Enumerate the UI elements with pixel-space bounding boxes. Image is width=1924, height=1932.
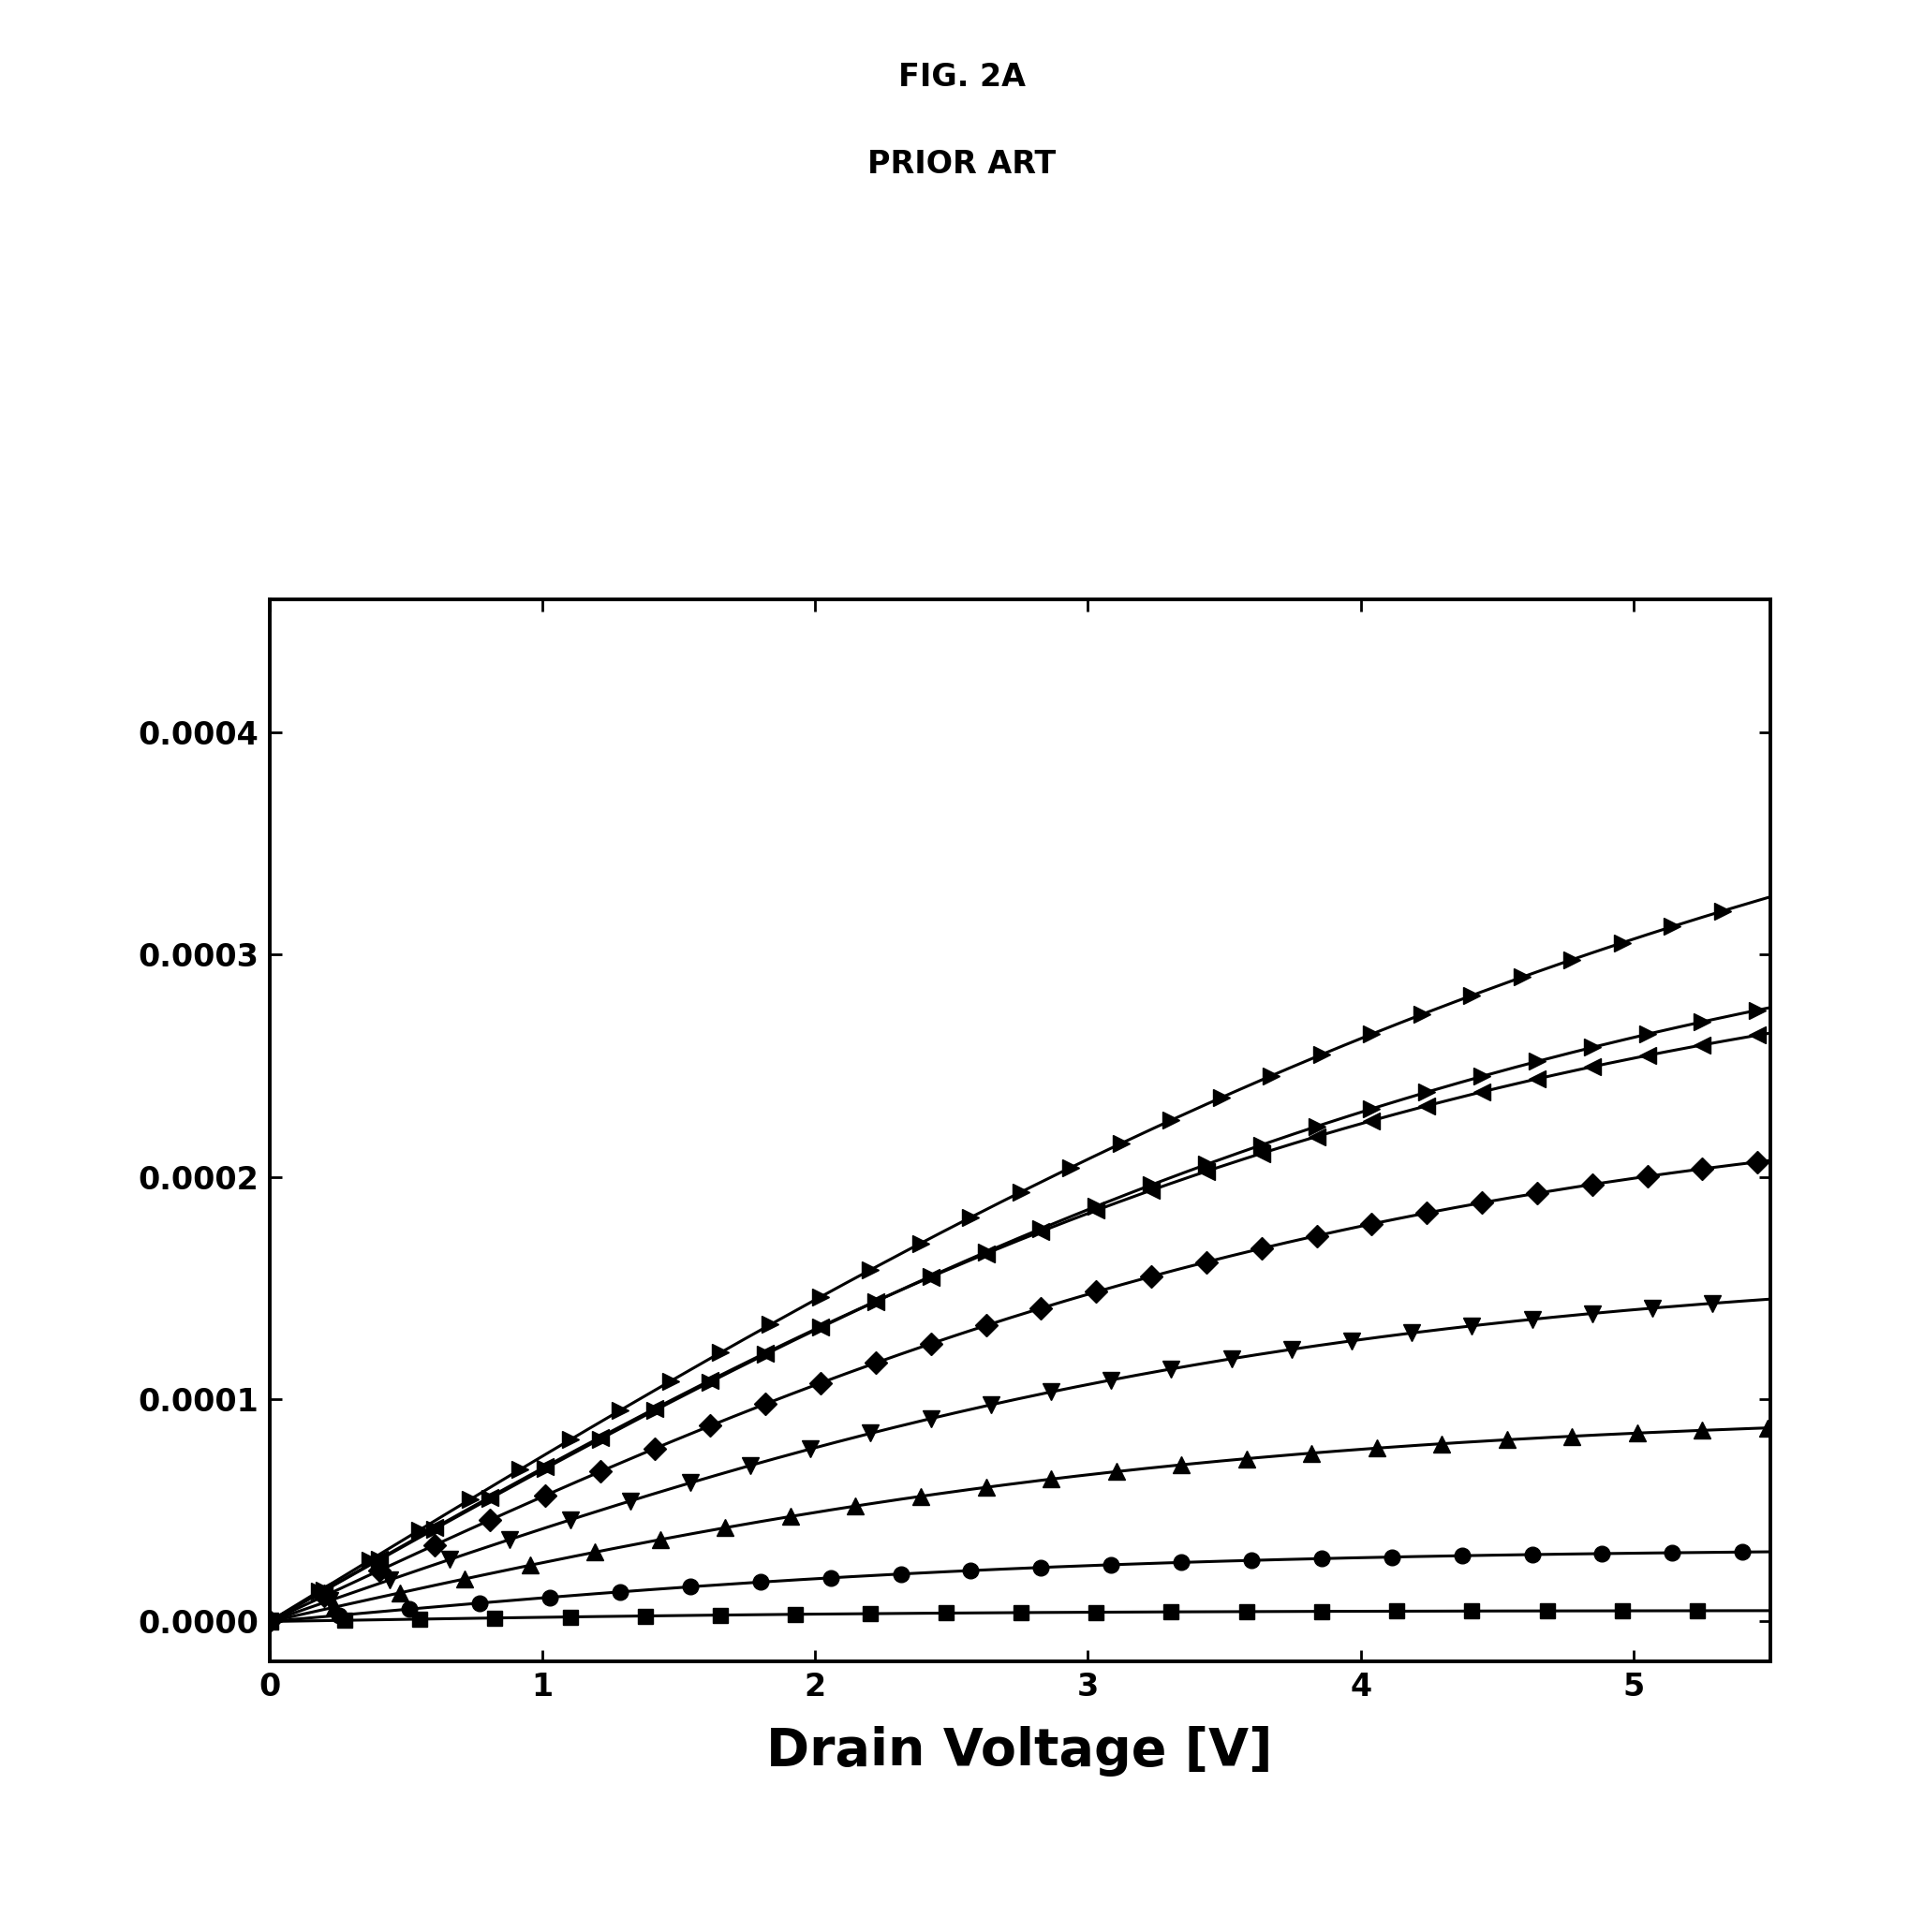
X-axis label: Drain Voltage [V]: Drain Voltage [V] <box>766 1727 1274 1777</box>
Text: PRIOR ART: PRIOR ART <box>868 149 1056 180</box>
Text: FIG. 2A: FIG. 2A <box>899 62 1025 93</box>
